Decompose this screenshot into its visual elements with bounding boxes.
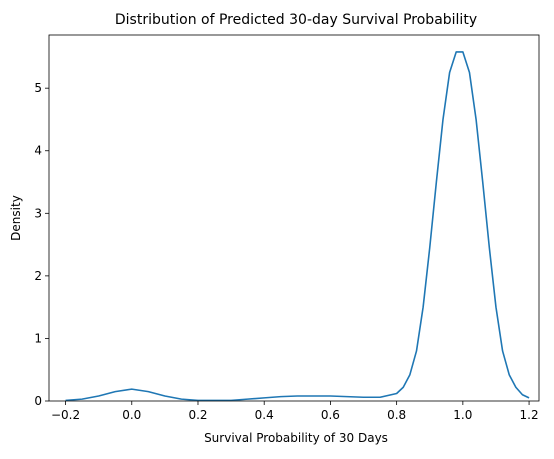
density-curve-0 bbox=[65, 51, 530, 402]
y-tick-label: 5 bbox=[34, 81, 42, 95]
x-tick-label: 1.2 bbox=[520, 408, 539, 422]
x-tick-label: 0.0 bbox=[122, 408, 141, 422]
x-tick-label: 1.0 bbox=[453, 408, 472, 422]
y-axis-label: Density bbox=[9, 195, 23, 241]
y-tick-label: 3 bbox=[34, 206, 42, 220]
x-tick-label: 0.6 bbox=[321, 408, 340, 422]
plot-area bbox=[65, 51, 530, 402]
y-tick-label: 2 bbox=[34, 269, 42, 283]
x-axis-ticks: −0.2 0.0 0.2 0.4 0.6 0.8 1.0 1.2 bbox=[51, 401, 539, 422]
x-tick-label: 0.4 bbox=[255, 408, 274, 422]
x-tick-label: −0.2 bbox=[51, 408, 80, 422]
y-tick-label: 1 bbox=[34, 331, 42, 345]
x-tick-label: 0.8 bbox=[387, 408, 406, 422]
y-tick-label: 4 bbox=[34, 144, 42, 158]
chart-title: Distribution of Predicted 30-day Surviva… bbox=[115, 12, 477, 28]
x-axis-label: Survival Probability of 30 Days bbox=[204, 431, 388, 445]
axes-frame bbox=[48, 34, 540, 402]
y-axis-ticks: 0 1 2 3 4 5 bbox=[34, 81, 49, 408]
y-tick-label: 0 bbox=[34, 394, 42, 408]
x-tick-label: 0.2 bbox=[188, 408, 207, 422]
